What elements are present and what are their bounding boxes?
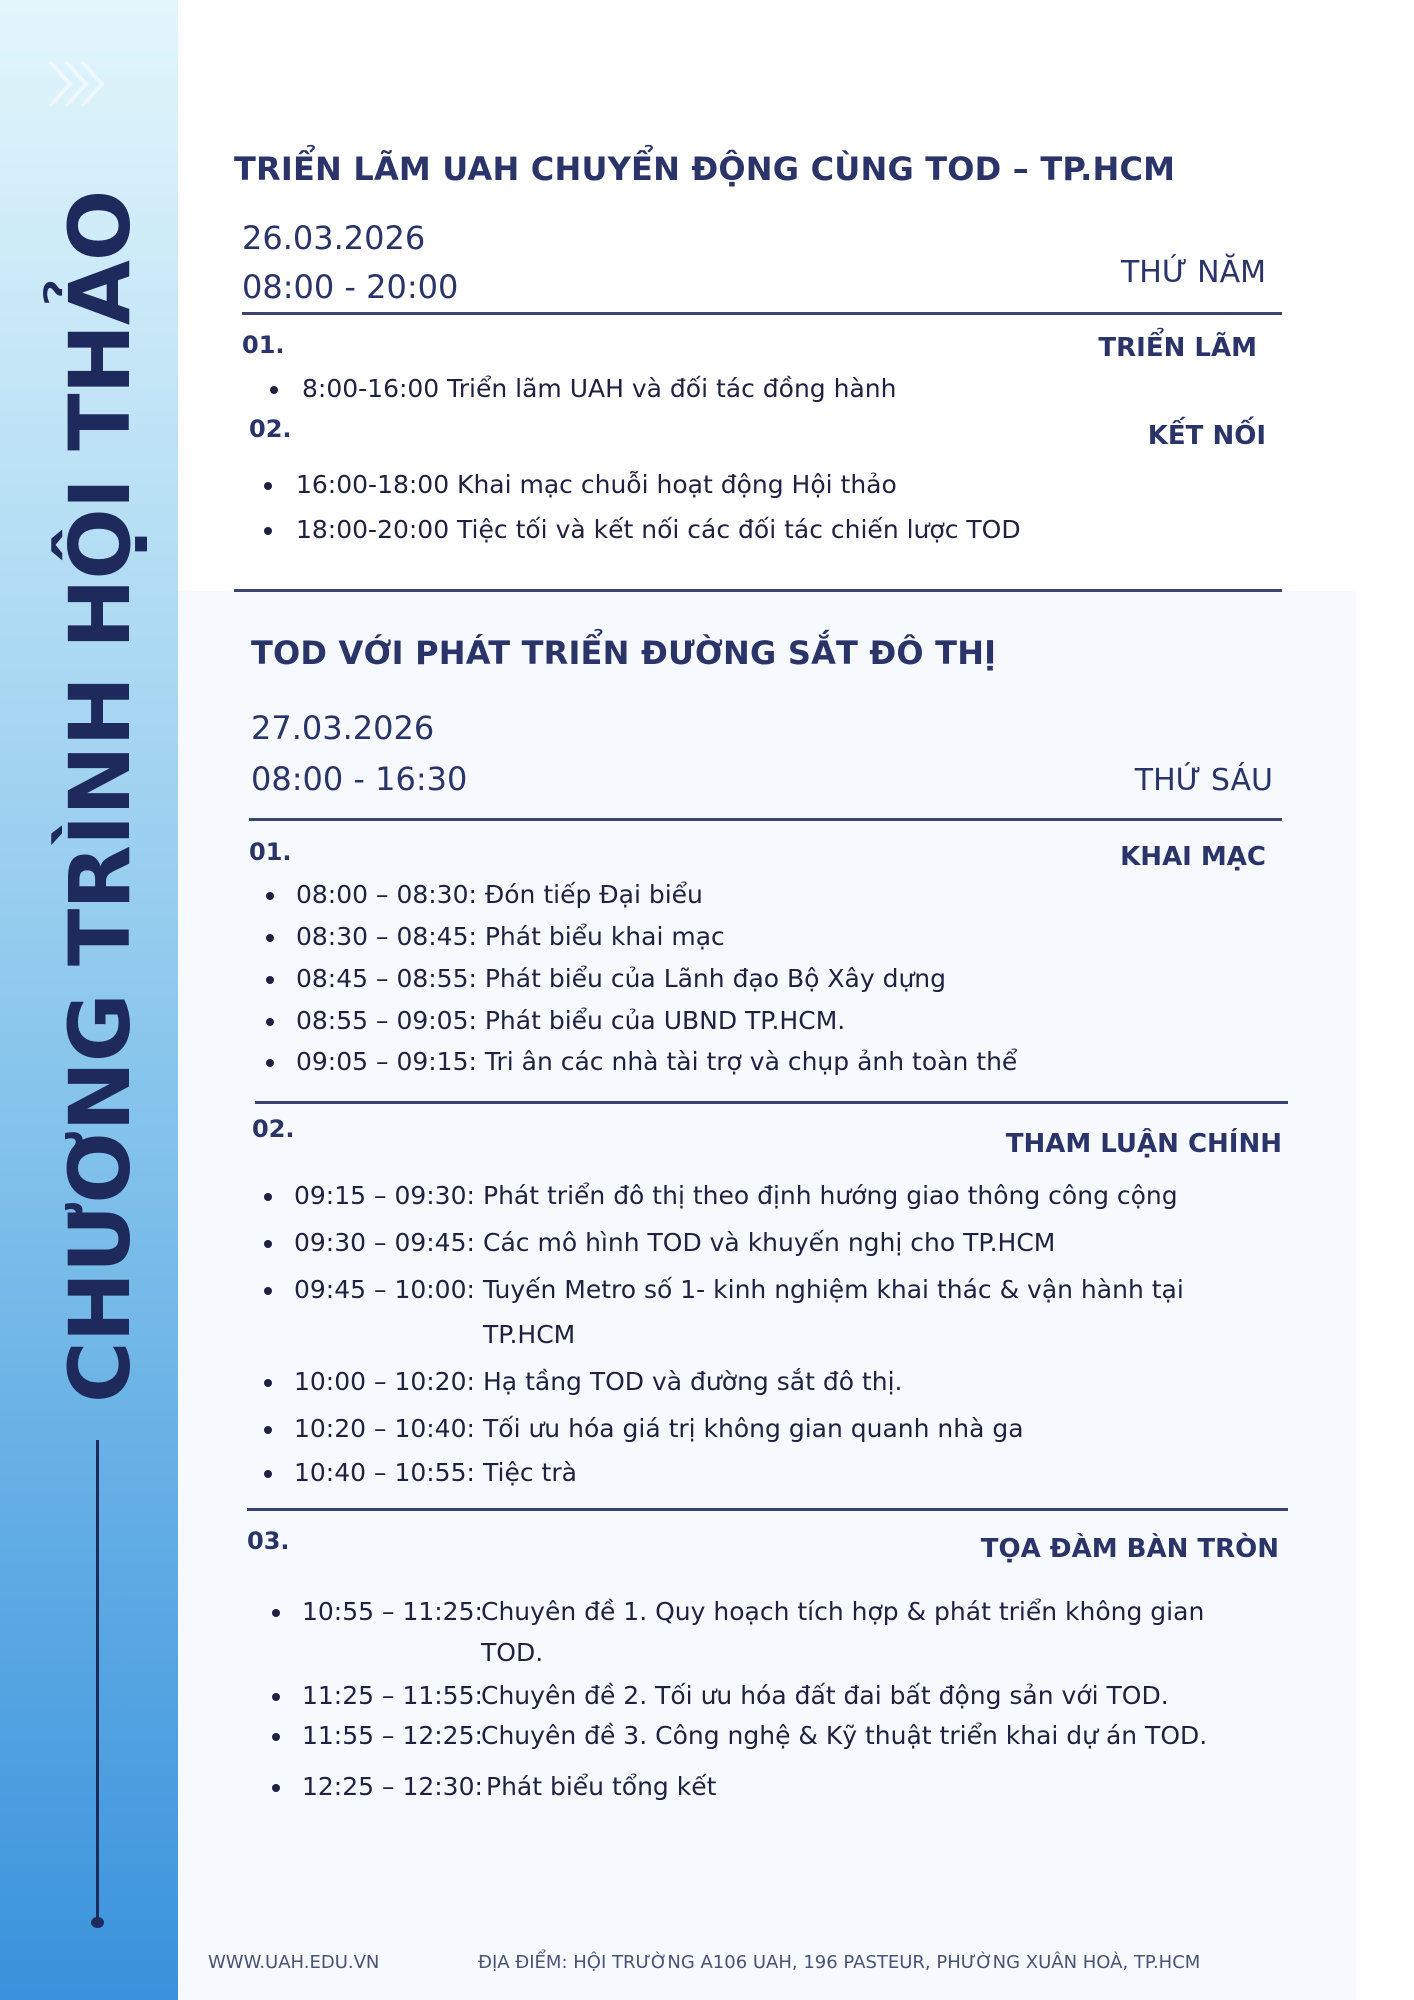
section-title: TỌA ĐÀM BÀN TRÒN: [980, 1534, 1279, 1564]
item-time: 09:30 – 09:45:: [294, 1228, 475, 1257]
section-number: 01.: [242, 331, 285, 359]
section-title: KHAI MẠC: [1120, 842, 1266, 872]
bullet: [264, 527, 272, 535]
item-time: 11:25 – 11:55:: [302, 1681, 483, 1710]
sidebar: CHƯƠNG TRÌNH HỘI THẢO: [0, 0, 178, 2000]
bullet: [270, 386, 278, 394]
bullet: [264, 482, 272, 490]
section-number: 01.: [249, 838, 292, 866]
section-title: TRIỂN LÃM: [1098, 333, 1257, 363]
bullet: [264, 1426, 272, 1434]
divider: [234, 589, 1282, 592]
section-number: 03.: [247, 1527, 290, 1555]
bullet: [266, 1059, 274, 1067]
item-text: Phát triển đô thị theo định hướng giao t…: [483, 1181, 1178, 1210]
item-text: Hạ tầng TOD và đường sắt đô thị.: [483, 1367, 903, 1396]
chevrons-icon: [48, 60, 105, 108]
day2-date: 27.03.2026: [251, 709, 435, 747]
item-text-continued: TP.HCM: [483, 1320, 576, 1349]
divider: [242, 312, 1282, 315]
section-title: THAM LUẬN CHÍNH: [1005, 1129, 1282, 1159]
bullet: [266, 934, 274, 942]
list-item: 08:30 – 08:45: Phát biểu khai mạc: [296, 922, 725, 951]
day1-time: 08:00 - 20:00: [242, 268, 459, 306]
list-item: 8:00-16:00 Triển lãm UAH và đối tác đồng…: [302, 374, 897, 403]
item-text: Các mô hình TOD và khuyến nghị cho TP.HC…: [483, 1228, 1056, 1257]
list-item: 08:55 – 09:05: Phát biểu của UBND TP.HCM…: [296, 1006, 846, 1035]
item-time: 11:55 – 12:25:: [302, 1721, 483, 1750]
item-time: 09:15 – 09:30:: [294, 1181, 475, 1210]
item-text: Chuyên đề 3. Công nghệ & Kỹ thuật triển …: [481, 1721, 1208, 1750]
bullet: [272, 1733, 280, 1741]
item-text: Tuyến Metro số 1- kinh nghiệm khai thác …: [483, 1275, 1184, 1304]
day2-weekday: THỨ SÁU: [1134, 763, 1273, 798]
divider: [255, 1101, 1288, 1104]
footer-website[interactable]: WWW.UAH.EDU.VN: [208, 1952, 380, 1973]
bullet: [266, 1018, 274, 1026]
footer-address: ĐỊA ĐIỂM: HỘI TRƯỜNG A106 UAH, 196 PASTE…: [478, 1952, 1201, 1973]
section-title: KẾT NỐI: [1147, 421, 1266, 451]
list-item: 08:00 – 08:30: Đón tiếp Đại biểu: [296, 880, 703, 909]
list-item: 18:00-20:00 Tiệc tối và kết nối các đối …: [296, 515, 1021, 544]
sidebar-line: [96, 1440, 99, 1922]
list-item: 16:00-18:00 Khai mạc chuỗi hoạt động Hội…: [296, 470, 897, 499]
divider: [249, 818, 1282, 821]
list-item: 09:05 – 09:15: Tri ân các nhà tài trợ và…: [296, 1047, 1018, 1076]
day2-panel: [178, 591, 1356, 2000]
day2-time: 08:00 - 16:30: [251, 760, 468, 798]
item-time: 10:00 – 10:20:: [294, 1367, 475, 1396]
item-text: Tiệc trà: [483, 1458, 577, 1487]
item-text: Tối ưu hóa giá trị không gian quanh nhà …: [483, 1414, 1024, 1443]
item-time: 09:45 – 10:00:: [294, 1275, 475, 1304]
item-text: Chuyên đề 2. Tối ưu hóa đất đai bất động…: [481, 1681, 1169, 1710]
item-time: 10:20 – 10:40:: [294, 1414, 475, 1443]
bullet: [272, 1609, 280, 1617]
item-text-continued: TOD.: [481, 1638, 544, 1667]
item-time: 10:40 – 10:55:: [294, 1458, 475, 1487]
day1-title: TRIỂN LÃM UAH CHUYỂN ĐỘNG CÙNG TOD – TP.…: [234, 150, 1176, 188]
sidebar-dot: [91, 1917, 104, 1928]
day1-weekday: THỨ NĂM: [1120, 255, 1266, 290]
list-item: 08:45 – 08:55: Phát biểu của Lãnh đạo Bộ…: [296, 964, 947, 993]
divider: [247, 1508, 1288, 1511]
item-time: 12:25 – 12:30:: [302, 1772, 483, 1801]
bullet: [272, 1693, 280, 1701]
section-number: 02.: [249, 415, 292, 443]
item-time: 10:55 – 11:25:: [302, 1597, 483, 1626]
bullet: [272, 1784, 280, 1792]
item-text: Chuyên đề 1. Quy hoạch tích hợp & phát t…: [481, 1597, 1205, 1626]
bullet: [266, 892, 274, 900]
bullet: [264, 1240, 272, 1248]
day2-title: TOD VỚI PHÁT TRIỂN ĐƯỜNG SẮT ĐÔ THỊ: [251, 634, 997, 672]
item-text: Phát biểu tổng kết: [486, 1772, 717, 1801]
bullet: [264, 1193, 272, 1201]
bullet: [266, 976, 274, 984]
section-number: 02.: [252, 1115, 295, 1143]
sidebar-title: CHƯƠNG TRÌNH HỘI THẢO: [51, 190, 149, 1403]
bullet: [264, 1379, 272, 1387]
day1-date: 26.03.2026: [242, 219, 426, 257]
bullet: [264, 1470, 272, 1478]
bullet: [264, 1287, 272, 1295]
